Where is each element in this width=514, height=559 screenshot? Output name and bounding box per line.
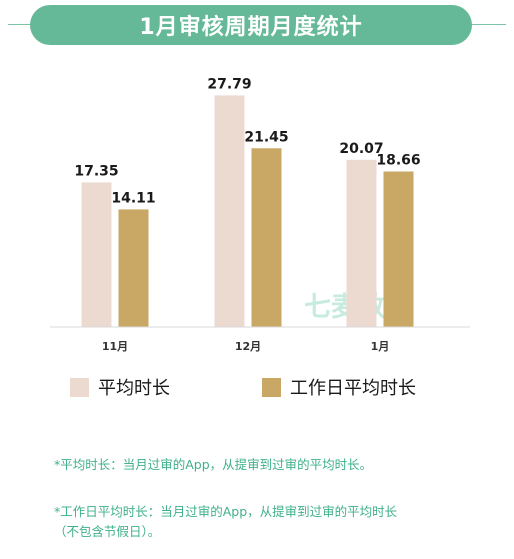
data-label-avg-0: 17.35 — [74, 163, 118, 179]
note-workday-duration: *工作日平均时长：当月过审的App，从提审到过审的平均时长 — [54, 504, 398, 519]
bar-avg-1 — [214, 95, 245, 328]
note-workday-duration-continued: （不包含节假日）。 — [54, 524, 161, 539]
bar-workday-0 — [118, 209, 149, 327]
legend-item-workday: 工作日平均时长 — [262, 374, 416, 400]
x-tick-label-2: 1月 — [371, 340, 390, 353]
x-tick-labels: 11月 12月 1月 — [102, 340, 389, 353]
legend-swatch-avg — [70, 377, 89, 397]
bar-avg-2 — [346, 159, 377, 327]
legend-label-workday: 工作日平均时长 — [290, 378, 416, 399]
bar-workday-1 — [251, 148, 282, 327]
legend-label-avg: 平均时长 — [98, 378, 170, 399]
data-label-avg-2: 20.07 — [339, 141, 383, 157]
data-label-workday-0: 14.11 — [111, 190, 155, 206]
chart-title: 1月审核周期月度统计 — [30, 5, 472, 45]
note-average-duration: *平均时长：当月过审的App，从提审到过审的平均时长。 — [54, 457, 373, 472]
bar-workday-2 — [383, 171, 414, 327]
data-label-workday-2: 18.66 — [376, 153, 420, 169]
data-label-avg-1: 27.79 — [207, 76, 251, 92]
legend-swatch-workday — [262, 377, 281, 397]
bar-avg-0 — [81, 182, 112, 327]
legend-item-avg: 平均时长 — [70, 374, 170, 400]
data-label-workday-1: 21.45 — [244, 129, 288, 145]
x-tick-label-0: 11月 — [102, 340, 128, 353]
x-tick-label-1: 12月 — [235, 340, 261, 353]
